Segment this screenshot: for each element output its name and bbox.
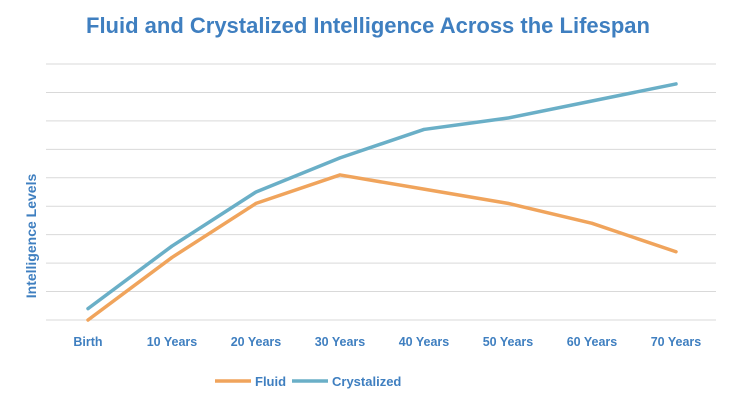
data-point-crystalized [674, 82, 678, 86]
data-point-crystalized [590, 99, 594, 103]
x-axis-tick-labels: Birth 10 Years 20 Years 30 Years 40 Years 50 … [73, 335, 701, 349]
y-axis-title: Intelligence Levels [23, 174, 39, 299]
x-tick-label: 60 Years [567, 335, 618, 349]
data-point-crystalized [254, 190, 258, 194]
data-point-fluid [86, 318, 90, 322]
x-tick-label: 40 Years [399, 335, 450, 349]
data-point-fluid [590, 221, 594, 225]
data-point-fluid [170, 255, 174, 259]
x-tick-label: Birth [73, 335, 102, 349]
data-point-crystalized [422, 127, 426, 131]
legend: Fluid Crystalized [215, 374, 401, 389]
x-tick-label: 70 Years [651, 335, 702, 349]
series-line-crystalized [86, 82, 678, 311]
x-tick-label: 10 Years [147, 335, 198, 349]
series-lines [86, 82, 678, 322]
legend-label-fluid: Fluid [255, 374, 286, 389]
x-tick-label: 50 Years [483, 335, 534, 349]
chart-title: Fluid and Crystalized Intelligence Acros… [86, 13, 650, 38]
x-tick-label: 30 Years [315, 335, 366, 349]
data-point-crystalized [338, 156, 342, 160]
data-point-fluid [338, 173, 342, 177]
series-line-fluid [86, 173, 678, 322]
gridlines [46, 63, 716, 321]
data-point-fluid [506, 201, 510, 205]
data-point-crystalized [170, 244, 174, 248]
legend-label-crystalized: Crystalized [332, 374, 401, 389]
data-point-fluid [422, 187, 426, 191]
data-point-crystalized [86, 307, 90, 311]
x-tick-label: 20 Years [231, 335, 282, 349]
data-point-fluid [674, 250, 678, 254]
data-point-fluid [254, 201, 258, 205]
data-point-crystalized [506, 116, 510, 120]
